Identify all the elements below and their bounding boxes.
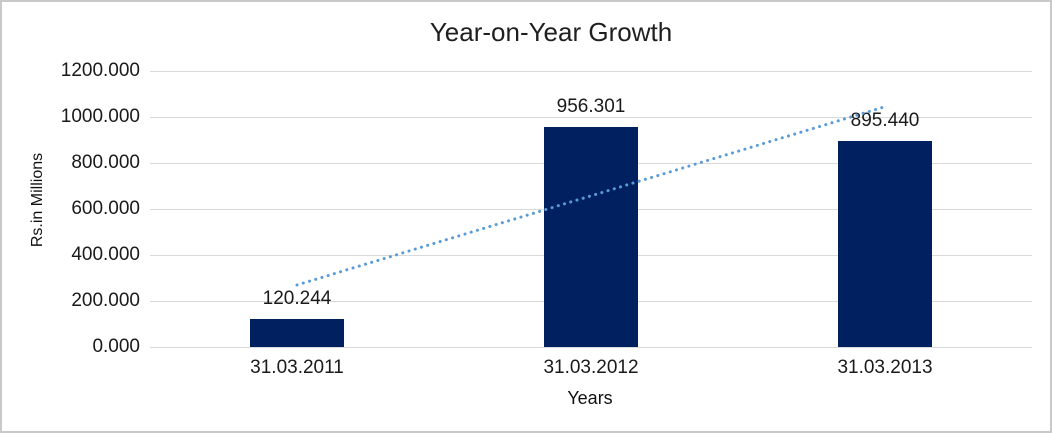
- y-axis-title: Rs.in Millions: [29, 152, 46, 248]
- bar: [250, 319, 344, 347]
- gridline: [150, 346, 1032, 348]
- chart-title: Year-on-Year Growth: [429, 17, 673, 47]
- data-label: 120.244: [262, 288, 332, 310]
- x-tick-label: 31.03.2013: [837, 357, 933, 378]
- data-label: 956.301: [556, 96, 626, 118]
- y-tick-label: 800.000: [71, 152, 140, 173]
- x-tick-label: 31.03.2011: [250, 357, 344, 378]
- bar: [838, 141, 932, 347]
- y-tick-label: 600.000: [71, 198, 140, 219]
- y-tick-label: 400.000: [71, 244, 140, 265]
- x-tick-label: 31.03.2012: [543, 357, 639, 378]
- y-tick-label: 1200.000: [60, 60, 140, 81]
- y-tick-label: 0.000: [92, 336, 140, 357]
- bar: [544, 127, 638, 347]
- data-label: 895.440: [850, 110, 920, 132]
- y-tick-label: 1000.000: [60, 106, 140, 127]
- x-axis-title: Years: [567, 388, 613, 408]
- gridline: [150, 70, 1032, 72]
- y-tick-label: 200.000: [71, 290, 140, 311]
